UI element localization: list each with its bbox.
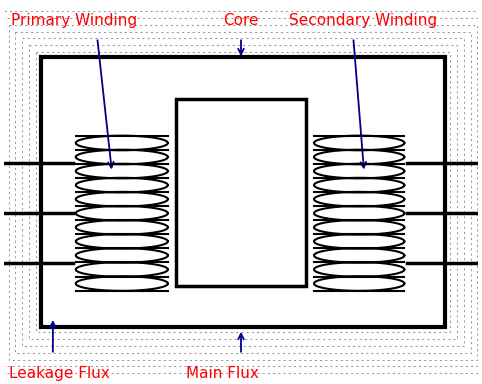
Bar <box>141 63 341 321</box>
Text: Primary Winding: Primary Winding <box>12 13 138 28</box>
Bar <box>301 133 425 293</box>
Bar <box>301 141 417 286</box>
Bar <box>176 99 306 286</box>
Bar <box>15 31 470 353</box>
Bar <box>301 117 441 309</box>
Bar <box>29 45 457 339</box>
Bar <box>36 52 450 332</box>
Bar <box>22 38 464 346</box>
Bar <box>55 133 181 293</box>
Bar <box>150 73 332 311</box>
Bar <box>170 93 312 291</box>
Text: Secondary Winding: Secondary Winding <box>289 13 437 28</box>
Text: Main Flux: Main Flux <box>186 366 259 381</box>
Bar <box>47 125 181 301</box>
Text: Core: Core <box>223 13 259 28</box>
Bar <box>9 25 477 359</box>
Bar <box>39 117 181 309</box>
Bar <box>63 141 181 286</box>
Bar <box>131 60 351 324</box>
Text: Leakage Flux: Leakage Flux <box>9 366 109 381</box>
Bar <box>160 83 322 301</box>
Bar <box>301 125 433 301</box>
Bar <box>41 57 445 327</box>
